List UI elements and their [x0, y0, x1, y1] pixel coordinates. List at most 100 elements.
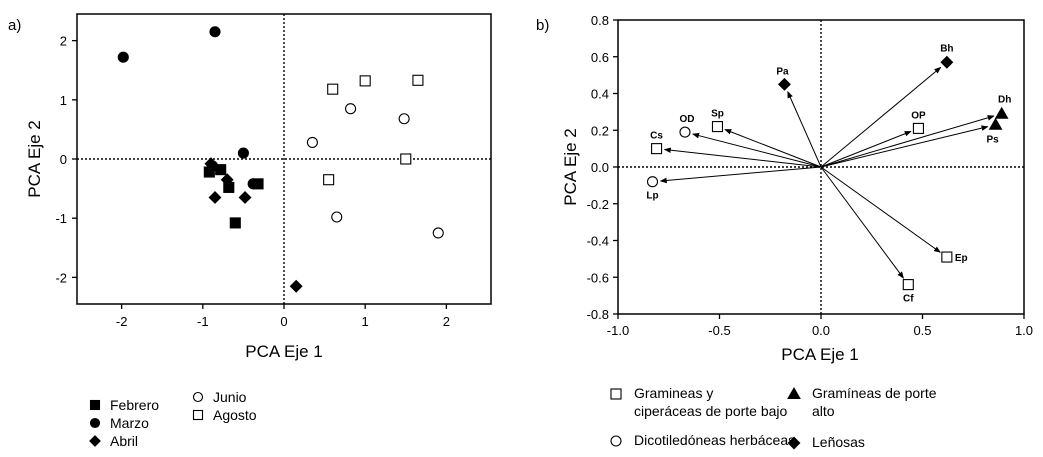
point-agosto [359, 75, 371, 87]
vector-arrow-op [820, 130, 912, 168]
y-tick-label: 0.6 [591, 50, 609, 65]
y-tick-label: 0.8 [591, 13, 609, 28]
y-tick-label: -0.2 [587, 197, 609, 212]
vector-label-cf: Cf [903, 294, 914, 305]
vector-label-sp: Sp [711, 109, 724, 120]
panel-b-ticks: -1.0 -0.5 0.0 0.5 1.0 0.8 0.6 0.4 0.2 0.0 -0.2 -0.4… [587, 13, 1033, 338]
vector-arrow-cf [820, 166, 904, 279]
panel-a-zero-lines [77, 14, 491, 304]
x-tick-label: -1 [197, 314, 209, 329]
panel-a-points [117, 26, 444, 293]
legend-marker-abril [89, 435, 101, 447]
x-tick-label: 2 [443, 314, 450, 329]
point-marzo [209, 26, 221, 38]
vector-marker-od [679, 126, 691, 138]
vector-arrow-lp [659, 166, 822, 184]
vector-arrow-ep [820, 166, 941, 253]
point-marzo [237, 147, 249, 159]
y-tick-label: 1 [60, 93, 67, 108]
panel-a: a) -2 -1 0 1 2 -2 -1 0 1 2 PCA Eje 1 PCA Eje 2 Fe… [8, 13, 492, 449]
x-tick-label: -0.5 [708, 323, 730, 338]
legend-marker-0 [610, 388, 622, 400]
vector-label-ep: Ep [955, 253, 968, 264]
vector-marker-sp [711, 121, 724, 133]
legend-label: Febrero [110, 397, 159, 413]
panel-b-legend: Gramineas y ciperáceas de porte bajo Gramí… [610, 385, 937, 450]
point-abril [238, 191, 252, 204]
panel-b: b) -1.0 -0.5 0.0 0.5 1.00.80.60.40.20.0-0.2-… [536, 13, 1033, 450]
vector-marker-op [912, 122, 924, 134]
panel-b-label: b) [536, 17, 549, 34]
x-tick-label: 1 [362, 314, 369, 329]
vector-label-pa: Pa [776, 66, 789, 77]
panel-a-legend: Febrero Marzo Abril Junio Agosto [89, 389, 257, 449]
legend-label: Junio [213, 389, 247, 405]
panel-b-vectors: Pa Bh Sp OD Cs Lp OP Dh Ps Ep Cf [646, 43, 1011, 304]
vector-label-op: OP [911, 110, 926, 121]
legend-marker-3 [787, 436, 801, 450]
vector-marker-pa [778, 77, 791, 91]
vector-arrow-bh [820, 66, 942, 168]
point-agosto [323, 174, 335, 186]
point-junio [345, 103, 357, 115]
legend-label: Abril [110, 433, 138, 449]
y-tick-label: 2 [60, 34, 67, 49]
point-marzo [247, 178, 259, 190]
vector-arrow-od [692, 132, 822, 168]
legend-marker-febrero [89, 399, 101, 411]
legend-label: Gramineas y [634, 385, 713, 401]
legend-marker-2 [610, 435, 622, 447]
point-abril [289, 279, 303, 293]
legend-label: Gramíneas de porte [812, 385, 937, 401]
point-abril [204, 157, 218, 171]
y-tick-label: 0 [60, 152, 67, 167]
legend-label: alto [812, 403, 835, 419]
x-tick-label: 0.0 [812, 323, 830, 338]
panel-b-x-title: PCA Eje 1 [781, 345, 859, 364]
vector-label-dh: Dh [998, 95, 1011, 106]
vector-label-cs: Cs [650, 131, 663, 142]
vector-label-od: OD [679, 114, 694, 125]
point-agosto [412, 74, 424, 86]
legend-label: Marzo [110, 415, 149, 431]
x-tick-label: 0.5 [913, 323, 931, 338]
legend-marker-agosto [192, 409, 204, 421]
vector-label-lp: Lp [646, 191, 658, 202]
vector-arrow-cs [663, 147, 822, 168]
y-tick-label: 0.2 [591, 123, 609, 138]
point-abril [208, 191, 222, 204]
point-junio [432, 227, 444, 239]
y-tick-label: -0.6 [587, 270, 609, 285]
vector-marker-ep [941, 251, 953, 263]
y-tick-label: 0.0 [591, 160, 609, 175]
vector-marker-cs [651, 143, 663, 155]
panel-a-x-title: PCA Eje 1 [245, 342, 323, 361]
legend-label: Leñosas [812, 434, 865, 450]
y-tick-label: -1 [55, 211, 67, 226]
point-junio [306, 136, 318, 148]
panel-a-y-title: PCA Eje 2 [25, 120, 44, 198]
legend-label: Agosto [213, 407, 257, 423]
point-junio [398, 113, 410, 125]
legend-marker-1 [787, 386, 801, 399]
x-tick-label: -1.0 [607, 323, 629, 338]
vector-marker-lp [646, 176, 659, 188]
vector-label-ps: Ps [986, 135, 999, 146]
point-agosto [400, 153, 412, 165]
vector-marker-bh [940, 55, 954, 69]
vector-marker-dh [994, 106, 1009, 119]
panel-b-y-title: PCA Eje 2 [561, 128, 580, 206]
y-tick-label: 0.4 [591, 87, 609, 102]
vector-marker-ps [988, 117, 1003, 130]
panel-a-ticks: -2 -1 0 1 2 -2 -1 0 1 2 [55, 34, 450, 329]
point-marzo [117, 51, 129, 63]
vector-label-bh: Bh [940, 43, 953, 54]
vector-arrow-dh [820, 115, 995, 168]
vector-marker-cf [902, 279, 914, 291]
panel-a-label: a) [8, 17, 21, 34]
legend-marker-junio [192, 391, 204, 403]
point-febrero [229, 217, 241, 229]
y-tick-label: -0.4 [587, 234, 609, 249]
point-agosto [327, 83, 339, 95]
